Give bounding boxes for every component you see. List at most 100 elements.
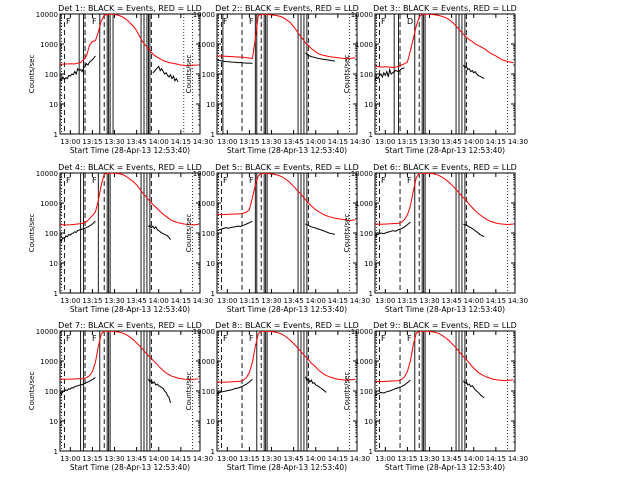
x-axis-label: Start Time (28-Apr-13 12:53:40) (70, 305, 190, 314)
legend-label: F (66, 334, 71, 343)
x-tick-label: 14:15 (486, 455, 506, 463)
y-tick-label: 10 (49, 418, 58, 426)
y-tick-label: 100 (45, 388, 58, 396)
series-line (60, 331, 199, 381)
series-line (375, 379, 411, 397)
y-tick-label: 10000 (351, 328, 373, 336)
legend-label: F (381, 17, 386, 26)
legend-label: F (381, 176, 386, 185)
x-tick-label: 13:15 (397, 138, 417, 146)
x-tick-label: 13:30 (104, 297, 124, 305)
y-axis-label: Counts/sec (343, 55, 351, 94)
x-tick-label: 13:30 (419, 138, 439, 146)
x-tick-label: 13:15 (82, 455, 102, 463)
y-tick-label: 1 (211, 448, 215, 456)
plot-area (217, 331, 356, 451)
y-axis-label: Counts/sec (185, 55, 193, 94)
x-tick-label: 14:15 (486, 138, 506, 146)
y-tick-label: 10 (364, 101, 373, 109)
plot-area (375, 173, 514, 293)
x-tick-label: 14:30 (350, 297, 370, 305)
plot-frame (216, 172, 358, 294)
x-tick-label: 14:00 (306, 455, 326, 463)
y-tick-label: 10 (49, 260, 58, 268)
x-tick-label: 14:00 (464, 455, 484, 463)
series-line (305, 52, 335, 62)
x-tick-label: 13:00 (60, 297, 80, 305)
x-tick-label: 14:00 (149, 455, 169, 463)
y-tick-label: 10000 (36, 328, 58, 336)
y-tick-label: 100 (45, 230, 58, 238)
x-tick-label: 13:00 (375, 138, 395, 146)
y-tick-label: 10 (364, 418, 373, 426)
x-tick-label: 13:00 (60, 455, 80, 463)
y-tick-label: 1000 (197, 358, 215, 366)
panel-9: Det 9:: BLACK = Events, RED = LLD1101001… (343, 321, 528, 472)
series-line (217, 173, 356, 222)
y-tick-label: 1000 (355, 358, 373, 366)
y-tick-label: 100 (202, 230, 215, 238)
legend-label: F (92, 334, 97, 343)
legend-label: F (223, 334, 228, 343)
legend-label: F (66, 17, 71, 26)
y-axis-label: Counts/sec (185, 372, 193, 411)
x-tick-label: 14:15 (171, 455, 191, 463)
x-tick-label: 14:15 (328, 297, 348, 305)
legend-label: F (92, 17, 97, 26)
plot-frame (216, 13, 358, 135)
series-line (375, 67, 405, 81)
plot-area (375, 331, 514, 451)
y-tick-label: 1 (211, 131, 215, 139)
series-line (60, 55, 96, 82)
x-tick-label: 14:00 (464, 297, 484, 305)
legend-label: F (249, 334, 254, 343)
y-axis-label: Counts/sec (185, 214, 193, 253)
panel-title: Det 7:: BLACK = Events, RED = LLD (58, 321, 202, 330)
legend-label: F (407, 176, 412, 185)
series-line (463, 223, 485, 238)
series-line (60, 14, 199, 67)
y-tick-label: 1 (369, 131, 373, 139)
x-tick-label: 13:15 (397, 297, 417, 305)
plot-frame (374, 330, 516, 452)
x-tick-label: 14:15 (171, 297, 191, 305)
legend-label: F (249, 17, 254, 26)
series-line (375, 221, 411, 237)
y-tick-label: 1000 (40, 200, 58, 208)
y-tick-label: 1000 (355, 200, 373, 208)
y-tick-label: 10000 (36, 170, 58, 178)
x-tick-label: 13:15 (397, 455, 417, 463)
y-axis-label: Counts/sec (28, 214, 36, 253)
panel-title: Det 9:: BLACK = Events, RED = LLD (373, 321, 517, 330)
plot-area (217, 173, 356, 293)
panel-6: Det 6:: BLACK = Events, RED = LLD1101001… (343, 163, 528, 314)
series-line (152, 65, 179, 83)
series-line (305, 223, 336, 235)
x-tick-label: 13:30 (104, 138, 124, 146)
legend-label: F (92, 176, 97, 185)
plot-frame (216, 330, 358, 452)
legend-label: F (407, 334, 412, 343)
x-axis-label: Start Time (28-Apr-13 12:53:40) (385, 146, 505, 155)
panel-title: Det 8:: BLACK = Events, RED = LLD (215, 321, 359, 330)
plot-frame (59, 13, 201, 135)
panel-title: Det 2:: BLACK = Events, RED = LLD (215, 4, 359, 13)
x-tick-label: 13:45 (284, 455, 304, 463)
y-tick-label: 1 (369, 290, 373, 298)
x-tick-label: 13:00 (217, 138, 237, 146)
x-tick-label: 13:45 (284, 297, 304, 305)
x-axis-label: Start Time (28-Apr-13 12:53:40) (227, 146, 347, 155)
x-tick-label: 13:30 (419, 455, 439, 463)
y-tick-label: 100 (202, 71, 215, 79)
x-tick-label: 13:45 (127, 297, 147, 305)
x-tick-label: 13:15 (82, 138, 102, 146)
panel-8: Det 8:: BLACK = Events, RED = LLD1101001… (185, 321, 370, 472)
x-tick-label: 14:15 (171, 138, 191, 146)
x-tick-label: 14:00 (149, 297, 169, 305)
x-tick-label: 14:00 (149, 138, 169, 146)
legend-label: F (66, 176, 71, 185)
y-tick-label: 10 (49, 101, 58, 109)
plot-area (60, 14, 199, 134)
series-line (375, 331, 514, 383)
